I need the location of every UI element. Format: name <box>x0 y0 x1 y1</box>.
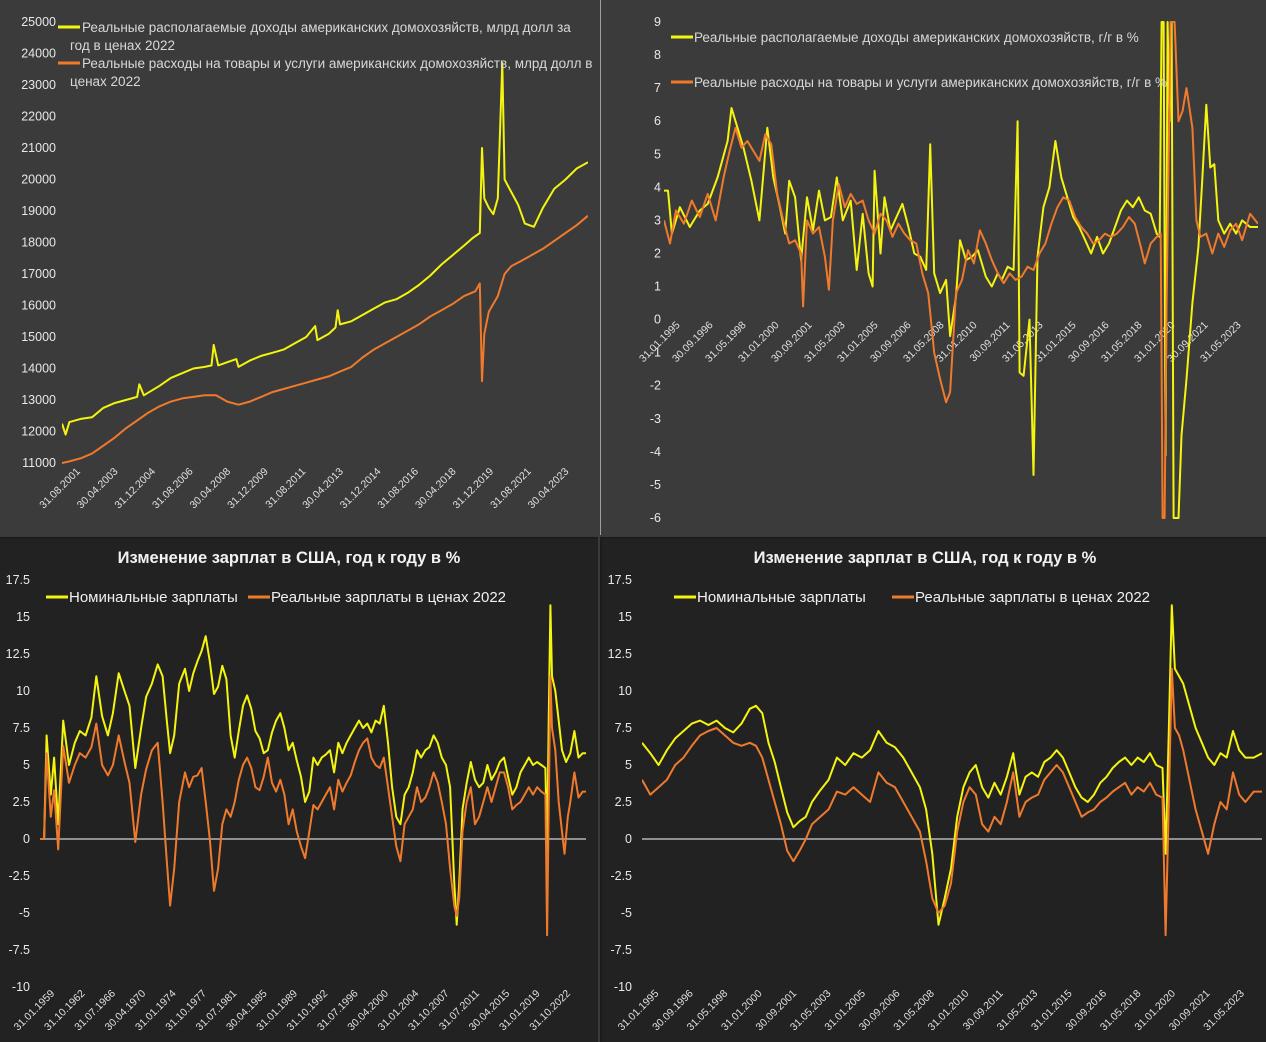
y-tick-label: 17000 <box>21 267 56 281</box>
y-tick-label: 14000 <box>21 362 56 376</box>
y-tick-label: -2 <box>650 379 661 393</box>
y-tick-label: -10 <box>12 980 30 994</box>
y-tick-label: 9 <box>654 15 661 29</box>
series-line-yellow <box>62 61 588 436</box>
y-tick-label: 12000 <box>21 425 56 439</box>
y-tick-label: -5 <box>19 906 30 920</box>
chart-svg: 17.51512.5107.552.50-2.5-5-7.5-1031.01.1… <box>0 539 598 1042</box>
y-tick-label: 2 <box>654 246 661 260</box>
y-tick-label: 0 <box>23 832 30 846</box>
y-tick-label: 0 <box>654 313 661 327</box>
series-line-orange <box>40 675 586 937</box>
y-tick-label: -7.5 <box>8 943 30 957</box>
y-tick-label: -3 <box>650 412 661 426</box>
series-line-orange <box>642 667 1262 937</box>
legend-label: Реальные расходы на товары и услуги амер… <box>82 56 592 71</box>
legend-label: Номинальные зарплаты <box>69 589 238 606</box>
chart-background <box>0 0 600 535</box>
y-tick-label: 10 <box>16 684 30 698</box>
y-tick-label: 15000 <box>21 330 56 344</box>
y-tick-label: 2.5 <box>13 795 30 809</box>
y-tick-label: 10 <box>618 684 632 698</box>
y-tick-label: 8 <box>654 48 661 62</box>
y-tick-label: -5 <box>621 906 632 920</box>
y-tick-label: -2.5 <box>8 869 30 883</box>
y-tick-label: 5 <box>625 758 632 772</box>
y-tick-label: 24000 <box>21 47 56 61</box>
chart-income-spending-yoy: 9 8 7 6 5 4 3 2 1 0 -1 -2 -3 -4 -5 -6 31.01.1995 30.09.19… <box>601 0 1266 535</box>
legend-label: Реальные располагаемые доходы американск… <box>694 30 1139 45</box>
y-tick-label: 23000 <box>21 78 56 92</box>
y-tick-label: 25000 <box>21 15 56 29</box>
y-tick-label: 0 <box>625 832 632 846</box>
chart-income-spending-levels: 25000 24000 23000 22000 21000 20000 19000 18000… <box>0 0 601 535</box>
y-tick-label: 1 <box>654 280 661 294</box>
y-tick-label: 7.5 <box>615 721 632 735</box>
y-tick-label: 21000 <box>21 141 56 155</box>
legend-label: Реальные зарплаты в ценах 2022 <box>271 589 506 606</box>
y-tick-label: -4 <box>650 445 661 459</box>
y-tick-label: -1 <box>650 346 661 360</box>
y-tick-label: 7.5 <box>13 721 30 735</box>
y-tick-label: -2.5 <box>610 869 632 883</box>
chart-background <box>0 539 598 1042</box>
y-tick-label: -10 <box>614 980 632 994</box>
y-tick-label: 7 <box>654 81 661 95</box>
y-tick-label: 15 <box>618 610 632 624</box>
y-tick-label: 15 <box>16 610 30 624</box>
chart-wages-yoy-1995: 17.5 15 12.5 10 7.5 5 2.5 0 -2.5 -5 -7.5 -10 31.01.1… <box>600 537 1266 1042</box>
y-tick-label: 2.5 <box>615 795 632 809</box>
chart-title: Изменение зарплат в США, год к году в % <box>754 549 1097 567</box>
legend-label: год в ценах 2022 <box>70 38 175 53</box>
chart-title: Изменение зарплат в США, год к году в % <box>118 549 461 567</box>
series-line-yellow <box>40 604 586 926</box>
y-tick-label: 19000 <box>21 204 56 218</box>
legend-label: Реальные зарплаты в ценах 2022 <box>915 589 1150 606</box>
y-tick-label: 5 <box>23 758 30 772</box>
y-tick-label: 11000 <box>22 456 56 470</box>
chart-background <box>602 539 1266 1042</box>
y-tick-label: 16000 <box>21 299 56 313</box>
legend-label: Номинальные зарплаты <box>697 589 866 606</box>
y-tick-label: 4 <box>654 180 661 194</box>
y-tick-label: -7.5 <box>610 943 632 957</box>
y-tick-label: 20000 <box>21 173 56 187</box>
y-tick-label: 5 <box>654 147 661 161</box>
y-tick-label: -6 <box>650 511 661 525</box>
chart-svg: 25000 24000 23000 22000 21000 20000 19000 18000… <box>0 0 600 535</box>
legend-label: ценах 2022 <box>70 74 141 89</box>
y-tick-label: -5 <box>650 478 661 492</box>
series-line-yellow <box>642 604 1262 926</box>
y-tick-label: 17.5 <box>6 573 30 587</box>
y-tick-label: 13000 <box>21 393 56 407</box>
chart-svg: 9876543210-1-2-3-4-5-631.01.199530.09.19… <box>601 0 1266 535</box>
y-tick-label: 3 <box>654 213 661 227</box>
y-tick-label: 12.5 <box>6 647 30 661</box>
y-tick-label: 6 <box>654 114 661 128</box>
y-tick-label: 12.5 <box>608 647 632 661</box>
legend-label: Реальные расходы на товары и услуги амер… <box>694 75 1167 90</box>
series-line-orange <box>664 21 1258 519</box>
legend-label: Реальные располагаемые доходы американск… <box>82 20 571 35</box>
chart-wages-yoy-1959: 17.5 15 12.5 10 7.5 5 2.5 0 -2.5 -5 -7.5 -10 31.01.1… <box>0 537 598 1042</box>
series-line-orange <box>62 214 588 464</box>
y-tick-label: 17.5 <box>608 573 632 587</box>
chart-svg: 17.51512.5107.552.50-2.5-5-7.5-1031.01.1… <box>602 539 1266 1042</box>
y-tick-label: 22000 <box>21 110 56 124</box>
y-tick-label: 18000 <box>21 236 56 250</box>
